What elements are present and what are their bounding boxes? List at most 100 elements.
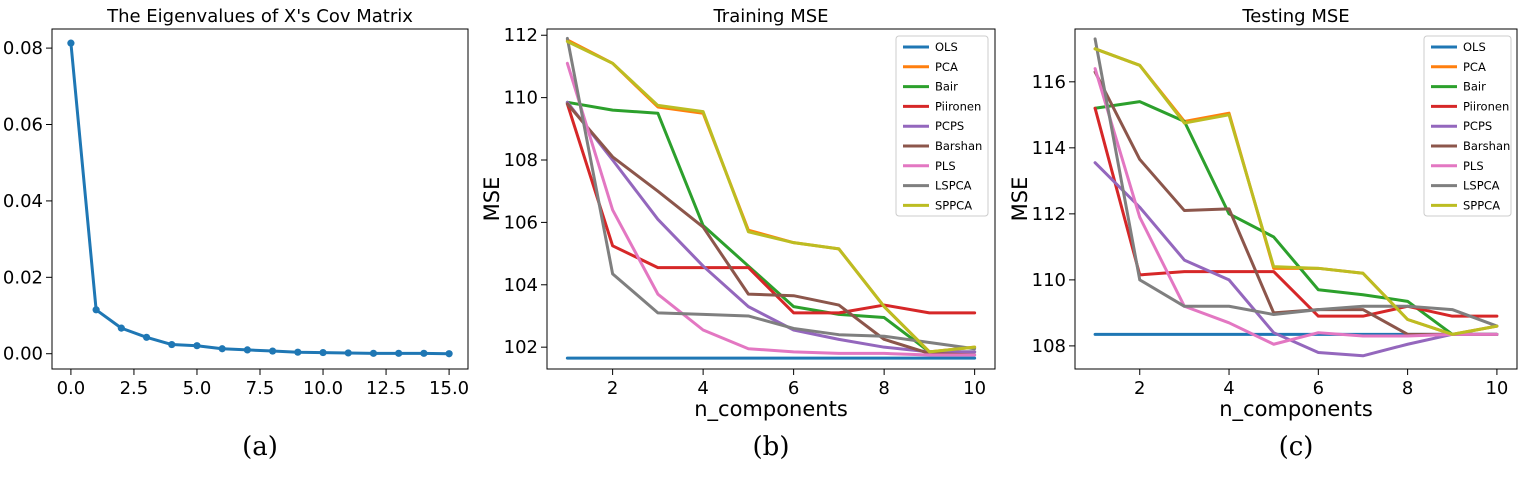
legend-label: OLS bbox=[1463, 40, 1486, 54]
legend-label: Bair bbox=[1463, 80, 1486, 94]
data-point bbox=[319, 348, 327, 357]
legend-label: PLS bbox=[1463, 159, 1484, 173]
legend-label: Barshan bbox=[935, 139, 982, 153]
panel-caption: (a) bbox=[242, 432, 278, 462]
x-tick-label: 2.5 bbox=[120, 378, 149, 399]
x-tick-label: 0.0 bbox=[57, 378, 86, 399]
y-tick-label: 110 bbox=[504, 88, 538, 109]
series-line bbox=[69, 41, 451, 356]
y-axis-label: MSE bbox=[1008, 177, 1032, 222]
series-line-pls bbox=[1093, 67, 1499, 346]
plot-area bbox=[1093, 37, 1499, 358]
series-line-sppca bbox=[565, 39, 977, 354]
x-tick-label: 15.0 bbox=[429, 378, 469, 399]
x-tick-label: 2 bbox=[1134, 378, 1145, 399]
x-tick-label: 10 bbox=[963, 378, 986, 399]
legend-label: LSPCA bbox=[1463, 179, 1500, 193]
data-point bbox=[369, 349, 378, 357]
y-tick-label: 0.00 bbox=[3, 344, 43, 365]
axes-frame bbox=[1074, 28, 1518, 370]
data-point bbox=[67, 39, 75, 47]
y-tick-label: 108 bbox=[504, 150, 538, 171]
series-line-bair bbox=[565, 100, 977, 354]
data-point bbox=[142, 333, 151, 341]
x-tick-label: 8 bbox=[1402, 378, 1413, 399]
y-tick-label: 106 bbox=[504, 212, 538, 233]
panel-caption: (b) bbox=[753, 432, 790, 462]
chart-panel-2: Training MSE 2 4 6 8 10 102 104 106 108 110 112 n_co… bbox=[480, 6, 996, 462]
legend: OLS PCA Bair Piironen PCPS Barshan PLS LSPCA SPP… bbox=[1423, 35, 1512, 217]
data-point bbox=[193, 342, 201, 350]
data-point bbox=[117, 324, 125, 332]
legend-label: PCA bbox=[935, 60, 958, 74]
x-tick-label: 4 bbox=[1223, 378, 1234, 399]
data-point bbox=[92, 306, 100, 314]
series-line-pcps bbox=[565, 100, 977, 354]
y-tick-label: 110 bbox=[1032, 270, 1066, 291]
y-tick-label: 108 bbox=[1032, 336, 1066, 357]
x-tick-label: 4 bbox=[697, 378, 708, 399]
legend: OLS PCA Bair Piironen PCPS Barshan PLS LSPCA SPP… bbox=[895, 35, 989, 217]
x-tick-label: 10 bbox=[1485, 378, 1508, 399]
series-line-barshan bbox=[565, 102, 977, 357]
legend-label: OLS bbox=[935, 40, 958, 54]
y-tick-label: 0.08 bbox=[3, 38, 43, 59]
x-tick-label: 7.5 bbox=[246, 378, 275, 399]
axes-frame bbox=[51, 28, 469, 370]
chart-panel-3: Testing MSE 2 4 6 8 10 108 110 112 114 116 n_compon… bbox=[1008, 6, 1518, 462]
legend-label: Barshan bbox=[1463, 139, 1510, 153]
x-axis-label: n_components bbox=[1219, 397, 1373, 422]
series-line-sppca bbox=[1093, 47, 1499, 336]
legend-box bbox=[1423, 35, 1512, 217]
chart-panel-1: The Eigenvalues of X's Cov Matrix 0.0 2.5 5… bbox=[3, 6, 469, 462]
chart-title: The Eigenvalues of X's Cov Matrix bbox=[106, 6, 413, 27]
y-tick-label: 112 bbox=[504, 25, 538, 46]
y-tick-label: 112 bbox=[1032, 204, 1066, 225]
data-point bbox=[243, 346, 251, 354]
series-line-lspca bbox=[1093, 37, 1499, 328]
legend-label: PCPS bbox=[1463, 119, 1492, 133]
data-point bbox=[294, 348, 302, 356]
series-line-pcps bbox=[1093, 161, 1499, 358]
series-line-pls bbox=[565, 61, 977, 357]
legend-label: PCPS bbox=[935, 119, 964, 133]
legend-label: LSPCA bbox=[935, 179, 972, 193]
data-point bbox=[344, 349, 352, 357]
series-line-piironen bbox=[565, 102, 977, 315]
y-tick-label: 114 bbox=[1032, 138, 1066, 159]
legend-label: Piironen bbox=[1463, 99, 1509, 113]
data-point bbox=[218, 345, 226, 353]
x-tick-label: 6 bbox=[788, 378, 799, 399]
data-point bbox=[445, 350, 453, 358]
y-tick-label: 116 bbox=[1032, 72, 1066, 93]
data-point bbox=[269, 347, 277, 355]
axes-frame bbox=[546, 28, 996, 370]
legend-box bbox=[895, 35, 989, 217]
chart-title: Training MSE bbox=[712, 6, 828, 27]
x-tick-label: 6 bbox=[1313, 378, 1324, 399]
panel-caption: (c) bbox=[1279, 432, 1314, 462]
chart-title: Testing MSE bbox=[1241, 6, 1349, 27]
series-line-piironen bbox=[1093, 106, 1499, 318]
y-tick-label: 102 bbox=[504, 337, 538, 358]
plot-area bbox=[67, 39, 453, 358]
x-tick-label: 8 bbox=[878, 378, 889, 399]
data-point bbox=[395, 349, 403, 357]
legend-label: Piironen bbox=[935, 99, 981, 113]
y-tick-label: 104 bbox=[504, 275, 538, 296]
y-tick-label: 0.02 bbox=[3, 267, 43, 288]
y-axis-label: MSE bbox=[480, 177, 504, 222]
legend-label: Bair bbox=[935, 80, 958, 94]
series-line-lspca bbox=[565, 36, 977, 351]
x-tick-label: 12.5 bbox=[366, 378, 406, 399]
x-tick-label: 2 bbox=[607, 378, 618, 399]
data-point bbox=[168, 340, 176, 349]
x-tick-label: 10.0 bbox=[303, 378, 343, 399]
legend-label: SPPCA bbox=[935, 198, 972, 212]
legend-label: PLS bbox=[935, 159, 956, 173]
data-point bbox=[420, 349, 428, 357]
legend-label: SPPCA bbox=[1463, 198, 1500, 212]
y-tick-label: 0.06 bbox=[3, 115, 43, 136]
series-line-bair bbox=[1093, 100, 1499, 336]
